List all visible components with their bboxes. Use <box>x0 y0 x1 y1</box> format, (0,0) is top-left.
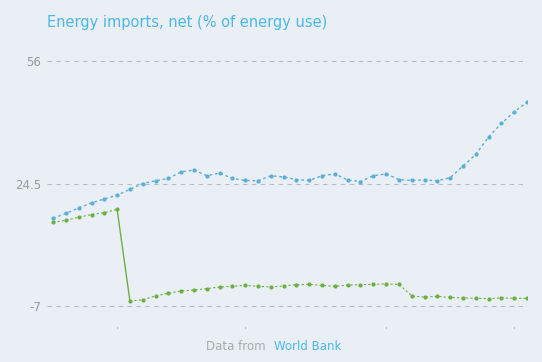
Point <box>305 281 314 287</box>
Point <box>62 218 70 223</box>
Point <box>177 288 185 294</box>
Text: World Bank: World Bank <box>274 340 341 353</box>
Point <box>228 283 237 289</box>
Point <box>420 177 429 183</box>
Point <box>151 178 160 184</box>
Text: WORLD: WORLD <box>0 361 1 362</box>
Point <box>305 177 314 183</box>
Point <box>190 287 198 293</box>
Point <box>472 295 480 301</box>
Point <box>126 186 134 192</box>
Point <box>87 200 96 206</box>
Point <box>331 171 339 177</box>
Point <box>126 298 134 304</box>
Point <box>267 173 275 179</box>
Point <box>279 174 288 180</box>
Point <box>267 284 275 290</box>
Point <box>369 173 378 179</box>
Point <box>254 178 262 184</box>
Point <box>535 296 542 302</box>
Text: Energy imports, net (% of energy use): Energy imports, net (% of energy use) <box>47 15 327 30</box>
Point <box>190 167 198 173</box>
Point <box>484 134 493 140</box>
Point <box>343 177 352 183</box>
Point <box>151 293 160 299</box>
Text: Data from: Data from <box>206 340 269 353</box>
Point <box>497 295 506 301</box>
Point <box>510 109 519 115</box>
Point <box>138 181 147 186</box>
Point <box>113 207 121 212</box>
Point <box>113 192 121 198</box>
Point <box>215 170 224 176</box>
Point <box>87 212 96 218</box>
Point <box>74 214 83 220</box>
Point <box>446 175 455 181</box>
Point <box>522 295 531 301</box>
Point <box>100 196 108 202</box>
Point <box>446 295 455 300</box>
Point <box>215 284 224 290</box>
Text: SRI LANKA: SRI LANKA <box>0 361 1 362</box>
Point <box>433 178 442 184</box>
Point <box>459 163 467 169</box>
Point <box>356 179 365 185</box>
Point <box>369 281 378 287</box>
Point <box>343 282 352 288</box>
Point <box>164 176 173 181</box>
Point <box>62 210 70 216</box>
Point <box>177 169 185 175</box>
Point <box>292 282 301 287</box>
Point <box>510 295 519 301</box>
Point <box>522 99 531 105</box>
Point <box>331 283 339 289</box>
Point <box>408 177 416 183</box>
Point <box>318 283 326 289</box>
Point <box>318 173 326 179</box>
Point <box>203 173 211 179</box>
Point <box>395 281 403 287</box>
Point <box>497 121 506 126</box>
Point <box>254 283 262 289</box>
Point <box>292 177 301 182</box>
Point <box>74 205 83 211</box>
Point <box>484 296 493 302</box>
Point <box>382 281 390 287</box>
Point <box>459 295 467 301</box>
Point <box>241 177 249 183</box>
Point <box>395 177 403 182</box>
Point <box>356 282 365 287</box>
Point <box>100 210 108 215</box>
Point <box>228 176 237 181</box>
Point <box>382 171 390 177</box>
Point <box>535 92 542 97</box>
Point <box>420 294 429 300</box>
Point <box>279 283 288 289</box>
Point <box>203 286 211 291</box>
Point <box>138 297 147 303</box>
Point <box>49 219 57 225</box>
Point <box>241 283 249 289</box>
Point <box>408 293 416 299</box>
Point <box>433 294 442 299</box>
Point <box>164 290 173 296</box>
Point <box>49 215 57 221</box>
Point <box>472 152 480 157</box>
